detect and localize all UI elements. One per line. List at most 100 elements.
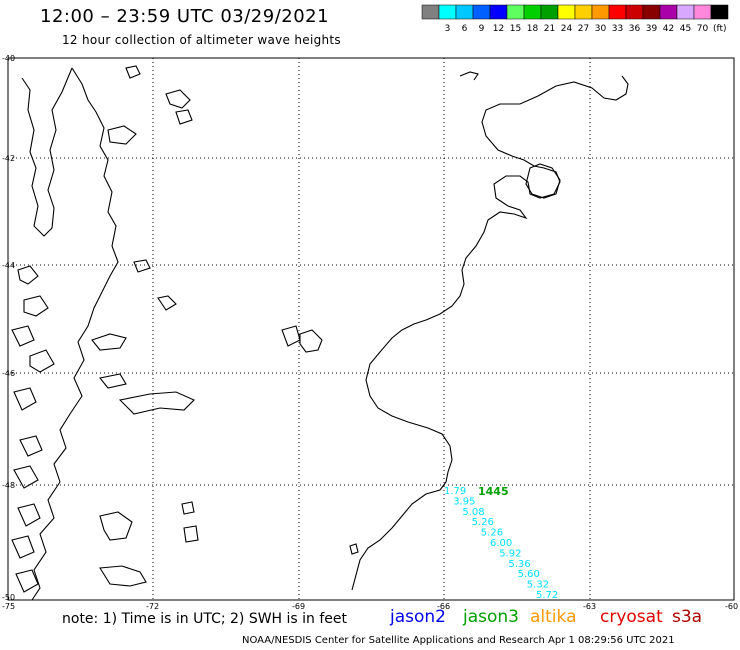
map-subtitle: 12 hour collection of altimeter wave hei… [62,33,341,47]
atlantic-coastline [351,75,629,591]
legend-label: 70 [697,24,709,34]
legend-swatch [625,4,644,20]
inland-lake-2 [165,89,191,109]
legend-label: 39 [646,24,658,34]
lake-buenos-aires [91,333,127,351]
legend-label: 9 [479,24,485,34]
legend-swatch [676,4,695,20]
lat-label: -46 [2,369,15,378]
track-time-label: 1445 [478,485,509,498]
units-note: note: 1) Time is in UTC; 2) SWH is in fe… [62,611,348,627]
swh-value: 6.00 [490,538,512,549]
legend-swatch [710,4,729,20]
island-8 [17,503,41,527]
lat-label: -40 [2,54,15,63]
legend-label: 36 [629,24,641,34]
swh-value: 5.32 [527,580,549,591]
island-2 [23,295,49,317]
lon-label: -69 [292,602,305,611]
lat-label: -50 [2,593,15,602]
lake-viedma [99,511,133,541]
map-frame [7,57,735,601]
lat-label: -42 [2,154,15,163]
island-3 [11,325,35,347]
lon-label: -75 [2,602,15,611]
fjord-coast [31,481,61,601]
lake-argentino [99,565,147,587]
coastlines [11,65,629,601]
legend-swatch [608,4,627,20]
lake-pueyrredon [99,373,127,389]
legend-label: 45 [680,24,691,34]
lake-san-martin [118,391,195,415]
legend-label: 24 [561,24,573,34]
lat-label: -48 [2,481,15,490]
lon-label: -72 [146,602,159,611]
legend-swatch [693,4,712,20]
legend-swatch [540,4,559,20]
lake-musters [299,329,323,353]
inland-lake-4 [107,125,137,145]
falkland-hint [459,71,479,81]
lon-label: -66 [437,602,450,611]
island-4 [29,349,55,373]
legend-label: 6 [462,24,468,34]
credit-line: NOAA/NESDIS Center for Satellite Applica… [242,635,675,646]
inland-lake-3 [175,109,193,125]
island-6 [19,435,43,457]
mission-cryosat-label: cryosat [600,607,663,627]
swh-value: 5.26 [481,528,503,539]
swh-value: 1.79 [444,486,466,497]
legend-label: 42 [663,24,674,34]
lon-label: -63 [583,602,596,611]
legend-swatch [472,4,491,20]
color-scale-legend: 3 6 9 12 15 18 21 24 27 30 33 36 39 42 45 70 (ft) [421,4,729,34]
mainland-coast-north [53,67,119,483]
mission-altika-label: altika [530,607,577,627]
legend-label: 33 [612,24,623,34]
mission-jason3-label: jason3 [463,607,519,627]
legend-swatch [642,4,661,20]
graticule [8,57,734,600]
island-10 [15,569,39,593]
lat-label: -44 [2,261,15,270]
inland-lake-1 [125,65,141,79]
lake-small-b [183,525,199,543]
lon-label: -60 [725,602,738,611]
altimeter-track: 14451.793.955.085.265.266.005.925.365.60… [444,485,558,601]
legend-swatch [591,4,610,20]
legend-swatch [489,4,508,20]
legend-label: 12 [493,24,504,34]
swh-value: 5.60 [518,569,540,580]
swh-value: 5.72 [536,590,558,601]
legend-swatch [438,4,457,20]
island-7 [13,465,39,489]
legend-label: 18 [527,24,539,34]
valdes-peninsula [525,163,561,199]
legend-label: 3 [445,24,451,34]
legend-swatch [523,4,542,20]
inland-lake-5 [133,259,151,273]
lake-small-d [157,295,177,311]
legend-swatch [421,4,440,20]
lake-colhue [281,325,301,347]
legend-swatch [506,4,525,20]
mission-s3a-label: s3a [672,607,703,627]
legend-label: 30 [595,24,607,34]
legend-label: 21 [544,24,555,34]
lon-axis-labels: -75 -72 -69 -66 -63 -60 [2,602,738,611]
island-1 [17,265,39,285]
legend-swatch [574,4,593,20]
lake-small-a [181,501,195,515]
swh-value: 5.36 [508,559,530,570]
lake-small-c [349,543,359,555]
lat-axis-labels: -40 -42 -44 -46 -48 -50 [2,54,15,602]
legend-swatch [659,4,678,20]
map-title: 12:00 – 23:59 UTC 03/29/2021 [40,6,330,27]
chiloe-coastline [21,67,73,237]
swh-value: 5.08 [462,507,484,518]
swh-value: 3.95 [453,496,475,507]
legend-label: 27 [578,24,589,34]
legend-label: 15 [510,24,521,34]
